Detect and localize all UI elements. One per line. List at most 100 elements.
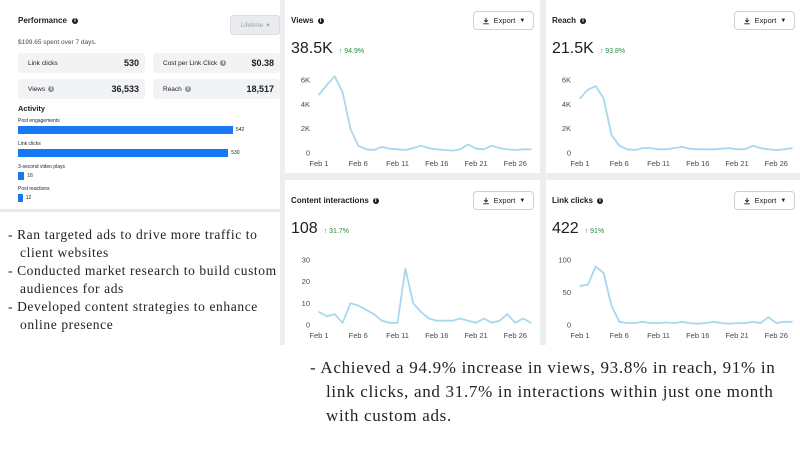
data-point	[412, 147, 415, 149]
bullet-item: - Developed content strategies to enhanc…	[8, 299, 258, 332]
data-point	[728, 147, 730, 149]
info-icon[interactable]: i	[317, 17, 324, 24]
divider	[280, 0, 286, 345]
data-point	[673, 322, 676, 324]
data-point	[514, 149, 517, 151]
y-tick-label: 6K	[562, 76, 571, 85]
data-point	[579, 285, 581, 287]
x-tick-label: Feb 16	[425, 331, 448, 340]
metric-change: ↑ 31.7%	[323, 228, 350, 235]
y-tick-label: 0	[567, 321, 571, 330]
data-point	[420, 144, 422, 147]
data-point	[634, 149, 636, 151]
data-point	[420, 311, 422, 313]
export-button[interactable]: Export ▼	[473, 11, 534, 30]
data-point	[657, 322, 660, 324]
y-tick-label: 4K	[562, 100, 571, 109]
activity-row-link-clicks: Link clicks 530	[18, 141, 240, 157]
data-point	[341, 91, 344, 93]
data-point	[357, 144, 360, 147]
kpi-link-clicks: Link clicks 530	[18, 53, 145, 73]
performance-panel: Performance i Lifetime ▾ $199.65 spent o…	[0, 0, 285, 212]
data-point	[483, 317, 485, 320]
card-title: Reach i	[552, 16, 587, 25]
data-point	[649, 322, 652, 324]
date-range-dropdown[interactable]: Lifetime ▾	[230, 15, 280, 35]
data-point	[689, 147, 691, 150]
card-title: Views i	[291, 16, 324, 25]
data-point	[341, 322, 344, 324]
card-reach: Reach i Export ▼ 21.5K ↑ 93.8% 6K 4K 2K 0 Feb …	[546, 0, 800, 173]
info-icon[interactable]: i	[48, 86, 55, 92]
data-point	[459, 148, 462, 151]
data-point	[594, 265, 597, 268]
caret-down-icon: ▼	[780, 197, 787, 204]
x-tick-label: Feb 26	[504, 159, 527, 168]
info-icon[interactable]: i	[220, 60, 227, 66]
data-point	[467, 319, 469, 322]
export-button[interactable]: Export ▼	[473, 191, 534, 210]
data-point	[522, 148, 524, 151]
data-point	[696, 322, 699, 325]
kpi-views: Views i 36,533	[18, 79, 145, 99]
data-point	[459, 317, 462, 320]
data-point	[594, 85, 597, 87]
card-title: Link clicks i	[552, 196, 603, 205]
data-point	[579, 97, 581, 100]
data-point	[587, 88, 589, 91]
x-tick-label: Feb 26	[765, 159, 788, 168]
y-tick-label: 10	[302, 299, 310, 308]
data-point	[791, 147, 793, 149]
info-icon[interactable]: i	[372, 197, 379, 204]
info-icon[interactable]: i	[596, 197, 603, 204]
activity-row-post-engagements: Post engagements 542	[18, 118, 245, 134]
data-point	[412, 302, 415, 305]
metric-total: 21.5K ↑ 93.8%	[552, 40, 626, 57]
data-point	[704, 322, 707, 324]
x-tick-label: Feb 6	[610, 159, 629, 168]
data-point	[318, 311, 320, 313]
data-point	[514, 322, 517, 324]
data-point	[744, 322, 746, 324]
kpi-reach: Reach i 18,517	[153, 79, 280, 99]
x-tick-label: Feb 21	[725, 159, 748, 168]
data-point	[634, 322, 636, 324]
data-point	[618, 144, 621, 147]
metric-change: ↑ 94.9%	[338, 48, 365, 55]
info-icon[interactable]: i	[71, 17, 78, 24]
data-point	[720, 322, 723, 324]
data-point	[751, 144, 754, 147]
data-point	[467, 143, 469, 146]
data-point	[587, 283, 589, 286]
data-point	[775, 322, 778, 324]
export-button[interactable]: Export ▼	[734, 11, 795, 30]
data-point	[657, 148, 660, 151]
data-point	[443, 149, 446, 151]
data-point	[326, 315, 328, 318]
activity-bar	[18, 172, 25, 180]
metric-total: 38.5K ↑ 94.9%	[291, 40, 365, 57]
metric-total: 108 ↑ 31.7%	[291, 220, 350, 237]
activity-bar	[18, 194, 23, 202]
data-point	[775, 149, 778, 151]
bullet-list: - Ran targeted ads to drive more traffic…	[8, 226, 280, 334]
y-tick-label: 0	[306, 321, 310, 330]
download-icon	[743, 197, 750, 204]
series-line	[318, 267, 532, 324]
export-button[interactable]: Export ▼	[734, 191, 795, 210]
x-tick-label: Feb 21	[464, 159, 487, 168]
info-icon[interactable]: i	[580, 17, 587, 24]
data-point	[490, 144, 493, 147]
series-line	[318, 75, 531, 152]
activity-title: Activity	[18, 104, 46, 113]
data-point	[665, 321, 668, 324]
info-icon[interactable]: i	[184, 86, 191, 92]
data-point	[736, 322, 738, 324]
metric-total: 422 ↑ 91%	[552, 220, 605, 237]
y-tick-label: 0	[567, 149, 571, 158]
data-point	[767, 148, 770, 151]
data-point	[712, 320, 715, 323]
x-tick-label: Feb 11	[386, 159, 409, 168]
y-tick-label: 2K	[562, 124, 571, 133]
